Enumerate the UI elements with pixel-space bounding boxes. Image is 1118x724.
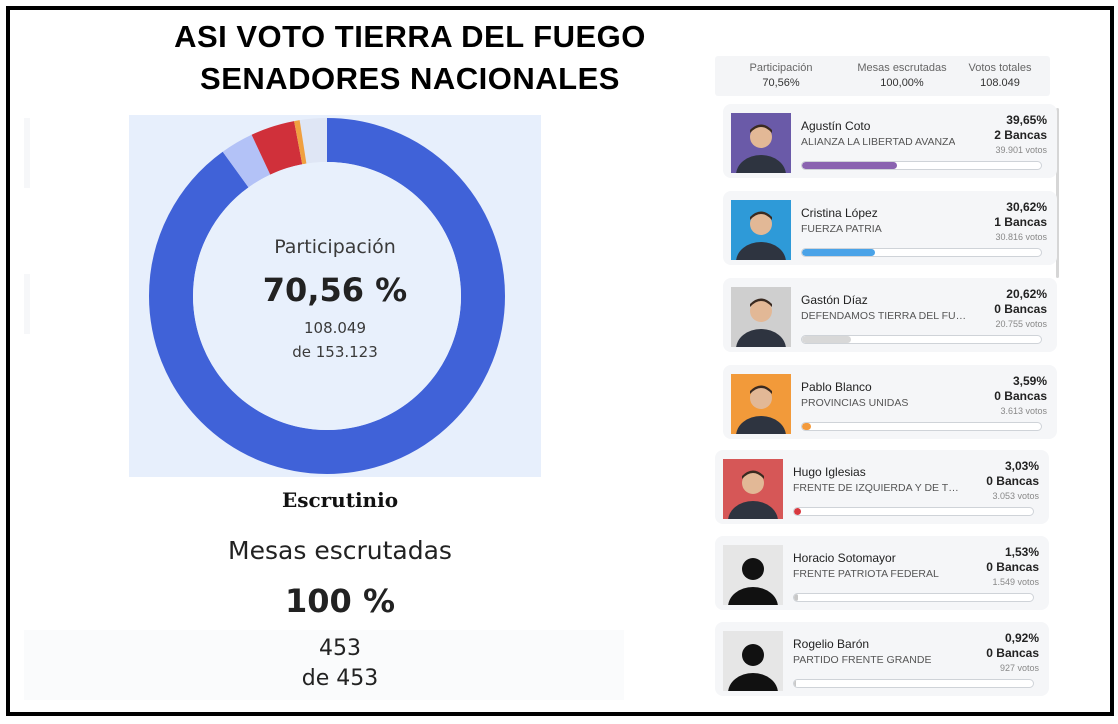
person-silhouette-icon xyxy=(731,374,791,434)
vote-share-bar xyxy=(801,335,1042,344)
candidate-name: Horacio Sotomayor xyxy=(793,551,896,565)
stat-label: Participación xyxy=(749,62,813,74)
candidate-percent: 20,62% xyxy=(1006,287,1047,301)
donut-of-total: de 153.123 xyxy=(292,343,378,361)
candidate-card[interactable]: Gastón Díaz DEFENDAMOS TIERRA DEL FUEGO 20… xyxy=(723,278,1057,352)
vote-share-fill xyxy=(802,336,852,343)
stat-total-votes: Votos totales 108.049 xyxy=(950,56,1050,96)
candidate-card[interactable]: Hugo Iglesias FRENTE DE IZQUIERDA Y DE TR… xyxy=(715,450,1049,524)
candidate-percent: 39,65% xyxy=(1006,113,1047,127)
candidate-card[interactable]: Agustín Coto ALIANZA LA LIBERTAD AVANZA 39… xyxy=(723,104,1057,178)
candidate-photo xyxy=(731,287,791,347)
vote-share-bar xyxy=(793,593,1034,602)
candidate-name: Rogelio Barón xyxy=(793,637,870,651)
stat-label: Votos totales xyxy=(968,62,1032,74)
candidate-seats: 0 Bancas xyxy=(986,646,1039,660)
headline-line-1: ASI VOTO TIERRA DEL FUEGO xyxy=(174,19,646,54)
candidate-name: Pablo Blanco xyxy=(801,380,872,394)
candidate-name: Gastón Díaz xyxy=(801,293,868,307)
candidate-seats: 1 Bancas xyxy=(994,215,1047,229)
candidate-percent: 0,92% xyxy=(1004,631,1039,645)
person-silhouette-icon xyxy=(723,631,783,691)
candidate-name: Agustín Coto xyxy=(801,119,871,133)
donut-segment-0 xyxy=(149,118,505,474)
vote-share-bar xyxy=(801,422,1042,431)
vote-share-bar xyxy=(793,679,1034,688)
donut-label: Participación xyxy=(274,236,396,258)
candidate-photo xyxy=(731,200,791,260)
candidate-party: PROVINCIAS UNIDAS xyxy=(801,397,909,409)
candidate-party: DEFENDAMOS TIERRA DEL FUEGO xyxy=(801,310,971,322)
candidate-photo xyxy=(723,545,783,605)
vote-share-fill xyxy=(802,249,876,256)
vote-share-fill xyxy=(794,680,797,687)
candidate-seats: 0 Bancas xyxy=(994,302,1047,316)
candidate-votes: 30.816 votos xyxy=(995,232,1047,242)
mesas-percent: 100 % xyxy=(285,582,395,620)
ghost-panel-bottom xyxy=(24,630,624,700)
candidate-votes: 20.755 votos xyxy=(995,319,1047,329)
participation-donut-panel: Participación 70,56 % 108.049 de 153.123 xyxy=(129,115,541,477)
vote-share-bar xyxy=(801,248,1042,257)
mesas-count: 453 xyxy=(319,636,361,661)
candidate-percent: 3,59% xyxy=(1012,374,1047,388)
candidate-card[interactable]: Horacio Sotomayor FRENTE PATRIOTA FEDERAL… xyxy=(715,536,1049,610)
candidate-photo xyxy=(731,374,791,434)
donut-percent: 70,56 % xyxy=(262,271,408,309)
ghost-panel-edge xyxy=(24,118,30,188)
mesas-total: de 453 xyxy=(301,666,379,691)
scrutiny-title: Escrutinio xyxy=(281,488,399,512)
candidate-votes: 3.613 votos xyxy=(1000,406,1047,416)
candidate-name: Cristina López xyxy=(801,206,878,220)
candidate-party: PARTIDO FRENTE GRANDE xyxy=(793,654,932,666)
stat-value: 70,56% xyxy=(762,77,800,89)
candidate-seats: 2 Bancas xyxy=(994,128,1047,142)
candidate-percent: 1,53% xyxy=(1004,545,1039,559)
vote-share-bar xyxy=(801,161,1042,170)
candidate-percent: 3,03% xyxy=(1004,459,1039,473)
candidate-seats: 0 Bancas xyxy=(986,560,1039,574)
vote-share-bar xyxy=(793,507,1034,516)
person-silhouette-icon xyxy=(731,200,791,260)
vote-share-fill xyxy=(794,508,802,515)
candidate-votes: 39.901 votos xyxy=(995,145,1047,155)
candidate-card[interactable]: Pablo Blanco PROVINCIAS UNIDAS 3,59% 0 Banc… xyxy=(723,365,1057,439)
candidate-photo xyxy=(731,113,791,173)
person-silhouette-icon xyxy=(723,545,783,605)
stat-label: Mesas escrutadas xyxy=(857,62,947,74)
candidate-votes: 927 votos xyxy=(999,663,1039,673)
headline-line-2: SENADORES NACIONALES xyxy=(200,61,620,96)
candidate-card[interactable]: Rogelio Barón PARTIDO FRENTE GRANDE 0,92% 0… xyxy=(715,622,1049,696)
candidate-photo xyxy=(723,459,783,519)
candidate-party: FRENTE PATRIOTA FEDERAL xyxy=(793,568,939,580)
participation-donut-chart xyxy=(149,118,505,474)
candidate-party: FRENTE DE IZQUIERDA Y DE TRA... xyxy=(793,482,963,494)
infographic-frame: ASI VOTO TIERRA DEL FUEGO SENADORES NACI… xyxy=(6,6,1114,716)
stat-value: 108.049 xyxy=(980,77,1020,89)
donut-hole xyxy=(193,162,461,430)
candidate-card[interactable]: Cristina López FUERZA PATRIA 30,62% 1 Banca… xyxy=(723,191,1057,265)
person-silhouette-icon xyxy=(723,459,783,519)
candidate-party: ALIANZA LA LIBERTAD AVANZA xyxy=(801,136,956,148)
candidate-votes: 3.053 votos xyxy=(992,491,1039,501)
candidate-photo xyxy=(723,631,783,691)
vote-share-fill xyxy=(802,423,811,430)
candidate-name: Hugo Iglesias xyxy=(793,465,866,479)
donut-votes: 108.049 xyxy=(303,319,367,337)
candidate-votes: 1.549 votos xyxy=(992,577,1039,587)
ghost-panel-edge xyxy=(24,274,30,334)
stat-mesas: Mesas escrutadas 100,00% xyxy=(836,56,968,96)
results-scrollbar[interactable] xyxy=(1056,108,1059,278)
stat-value: 100,00% xyxy=(880,77,924,89)
candidate-party: FUERZA PATRIA xyxy=(801,223,882,235)
person-silhouette-icon xyxy=(731,113,791,173)
stat-participation: Participación 70,56% xyxy=(715,56,847,96)
person-silhouette-icon xyxy=(731,287,791,347)
candidate-seats: 0 Bancas xyxy=(986,474,1039,488)
candidate-seats: 0 Bancas xyxy=(994,389,1047,403)
candidate-percent: 30,62% xyxy=(1006,200,1047,214)
vote-share-fill xyxy=(794,594,798,601)
vote-share-fill xyxy=(802,162,897,169)
mesas-label: Mesas escrutadas xyxy=(228,536,452,565)
